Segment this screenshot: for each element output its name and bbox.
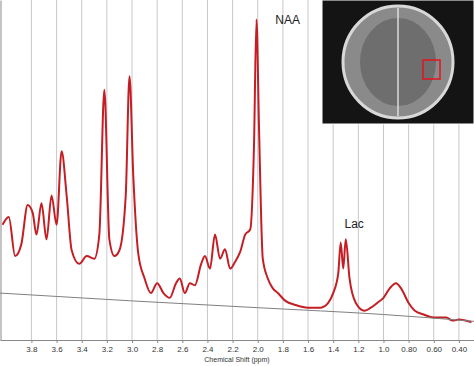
x-tick-label: 2.6 [177,345,189,354]
x-axis-title: Chemical Shift (ppm) [204,356,269,364]
x-tick-label: 1.4 [328,345,340,354]
x-tick-mark [107,340,108,343]
x-tick: 1.4 [328,340,340,354]
x-tick-label: 3.6 [52,345,64,354]
grid-line [308,0,309,340]
y-axis-line [1,1,2,341]
peak-label: Lac [344,217,363,231]
x-axis: 3.8 3.6 3.4 3.2 3.0 2.8 2.6 2.4 2.2 2.0 1.8 1.6 1.4 1… [1,340,474,354]
grid-line [232,0,233,340]
x-tick-label: 2.8 [152,345,164,354]
x-tick-mark [207,340,208,343]
x-tick-label: 0.40 [452,345,468,354]
inset-voxel [423,60,440,79]
x-tick-label: 0.80 [401,345,417,354]
x-tick-mark [233,340,234,343]
x-tick-mark [157,340,158,343]
x-tick-label: 3.8 [26,345,38,354]
x-tick-mark [31,340,32,343]
grid-line [207,0,208,340]
grid-line [81,0,82,340]
x-tick-mark [383,340,384,343]
peak-label: NAA [275,13,300,27]
x-tick: 2.2 [228,340,240,354]
x-axis-line [1,340,474,341]
chart: 3.8 3.6 3.4 3.2 3.0 2.8 2.6 2.4 2.2 2.0 1.8 1.6 1.4 1… [0,0,474,366]
x-tick: 3.2 [102,340,114,354]
inset-brain [343,6,453,118]
x-tick-label: 0.60 [426,345,442,354]
x-tick-mark [283,340,284,343]
x-tick: 3.4 [77,340,89,354]
x-tick: 1.0 [378,340,390,354]
x-tick-label: 3.4 [77,345,89,354]
x-tick-label: 2.0 [253,345,265,354]
x-tick: 1.2 [353,340,365,354]
x-tick-mark [434,340,435,343]
y-axis [1,1,2,341]
x-tick-mark [132,340,133,343]
x-tick: 2.6 [177,340,189,354]
x-tick-label: 3.0 [127,345,139,354]
inset-background [322,0,474,124]
x-tick-mark [258,340,259,343]
x-tick: 2.4 [202,340,214,354]
x-tick: 2.8 [152,340,164,354]
x-tick-label: 1.0 [378,345,390,354]
x-tick: 2.0 [253,340,265,354]
x-tick: 1.6 [303,340,315,354]
x-tick-mark [57,340,58,343]
x-tick: 3.0 [127,340,139,354]
x-tick-label: 1.6 [303,345,315,354]
x-tick: 0.60 [426,340,442,354]
x-tick-label: 2.2 [228,345,240,354]
x-tick: 3.8 [26,340,38,354]
x-tick: 1.8 [278,340,290,354]
x-tick-mark [333,340,334,343]
mri-inset [322,0,474,124]
grid-line [56,0,57,340]
inset-midline [397,8,399,116]
grid-line [157,0,158,340]
x-tick-mark [82,340,83,343]
x-tick-mark [308,340,309,343]
grid-line [31,0,32,340]
x-tick: 0.40 [452,340,468,354]
grid-line [282,0,283,340]
grid [31,0,458,340]
x-tick-label: 3.2 [102,345,114,354]
spectrum-line [0,293,474,321]
x-tick: 3.6 [52,340,64,354]
x-tick-mark [358,340,359,343]
x-tick-mark [182,340,183,343]
x-tick-mark [459,340,460,343]
x-tick-label: 1.2 [353,345,365,354]
x-tick-label: 2.4 [202,345,214,354]
x-tick: 0.80 [401,340,417,354]
x-tick-mark [409,340,410,343]
x-tick-label: 1.8 [278,345,290,354]
